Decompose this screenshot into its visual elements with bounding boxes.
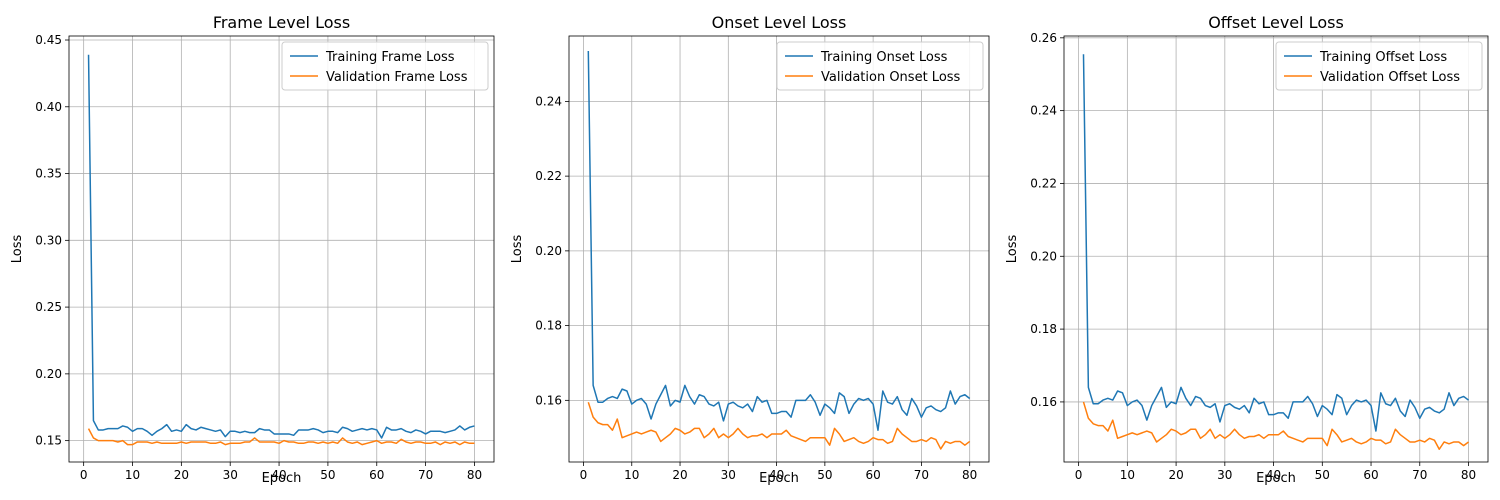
legend-label-training: Training Offset Loss [1319, 50, 1447, 65]
x-tick-label: 10 [125, 468, 140, 482]
x-axis-label: Epoch [262, 471, 302, 486]
series-line-validation [87, 428, 475, 446]
y-axis-label: Loss [10, 235, 25, 264]
axes-frame [1063, 35, 1489, 463]
y-axis-label: Loss [1005, 235, 1020, 264]
x-tick-label: 10 [1120, 468, 1135, 482]
y-tick-label: 0.20 [35, 367, 62, 381]
legend-box [281, 41, 489, 91]
legend-box [776, 41, 984, 91]
y-tick-label: 0.20 [535, 244, 562, 258]
axes-frame [68, 35, 495, 463]
axes-frame [568, 35, 990, 463]
y-tick-label: 0.45 [35, 33, 62, 47]
x-tick-label: 60 [865, 468, 880, 482]
x-tick-label: 60 [369, 468, 384, 482]
x-tick-label: 20 [672, 468, 687, 482]
y-tick-label: 0.22 [1030, 176, 1057, 190]
series-line-training [587, 50, 971, 431]
x-tick-label: 80 [467, 468, 482, 482]
y-axis-label: Loss [510, 235, 525, 264]
x-tick-label: 60 [1363, 468, 1378, 482]
x-axis-label: Epoch [1256, 471, 1296, 486]
legend-label-validation: Validation Onset Loss [821, 70, 961, 85]
x-tick-label: 0 [580, 468, 588, 482]
x-tick-label: 70 [914, 468, 929, 482]
frame-loss-chart: 0 10 20 30 40 50 60 70 80 0.15 0.20 0.25 0.30 0.35 0.4… [10, 13, 495, 486]
series-line-validation [1082, 401, 1469, 451]
legend-label-validation: Validation Offset Loss [1320, 70, 1460, 85]
y-tick-label: 0.24 [535, 94, 562, 108]
legend: Training Onset Loss Validation Onset Loss [776, 41, 984, 91]
legend-label-validation: Validation Frame Loss [326, 70, 468, 85]
y-tick-label: 0.18 [1030, 322, 1057, 336]
chart-title: Onset Level Loss [712, 13, 847, 32]
x-tick-label: 10 [624, 468, 639, 482]
x-tick-label: 80 [1461, 468, 1476, 482]
x-tick-label: 80 [962, 468, 977, 482]
x-tick-label: 70 [1412, 468, 1427, 482]
y-tick-label: 0.25 [35, 300, 62, 314]
x-axis-label: Epoch [759, 471, 799, 486]
x-tick-label: 20 [1168, 468, 1183, 482]
series-line-training [87, 54, 475, 439]
y-tick-label: 0.30 [35, 233, 62, 247]
x-tick-label: 30 [1217, 468, 1232, 482]
legend: Training Offset Loss Validation Offset Lo… [1275, 41, 1483, 91]
x-tick-label: 40 [271, 468, 286, 482]
y-tick-label: 0.20 [1030, 249, 1057, 263]
x-tick-label: 50 [1315, 468, 1330, 482]
x-tick-label: 0 [80, 468, 88, 482]
series-line-validation [587, 401, 971, 450]
legend-box [1275, 41, 1483, 91]
y-tick-label: 0.26 [1030, 31, 1057, 45]
y-tick-label: 0.16 [535, 393, 562, 407]
y-tick-label: 0.18 [535, 319, 562, 333]
y-tick-label: 0.16 [1030, 395, 1057, 409]
x-tick-label: 30 [721, 468, 736, 482]
y-tick-label: 0.15 [35, 434, 62, 448]
x-tick-label: 20 [174, 468, 189, 482]
x-tick-label: 40 [1266, 468, 1281, 482]
x-tick-label: 50 [320, 468, 335, 482]
y-tick-label: 0.22 [535, 169, 562, 183]
x-tick-label: 0 [1075, 468, 1083, 482]
onset-loss-chart: 0 10 20 30 40 50 60 70 80 0.16 0.18 0.20 0.22 0.24 Ons… [510, 13, 990, 486]
legend: Training Frame Loss Validation Frame Loss [281, 41, 489, 91]
y-tick-label: 0.40 [35, 100, 62, 114]
x-tick-label: 50 [817, 468, 832, 482]
x-tick-label: 30 [223, 468, 238, 482]
y-tick-label: 0.35 [35, 167, 62, 181]
x-tick-label: 70 [418, 468, 433, 482]
legend-label-training: Training Frame Loss [325, 50, 455, 65]
x-tick-label: 40 [769, 468, 784, 482]
chart-title: Offset Level Loss [1208, 13, 1344, 32]
chart-title: Frame Level Loss [213, 13, 350, 32]
legend-label-training: Training Onset Loss [820, 50, 948, 65]
series-line-training [1082, 54, 1469, 432]
offset-loss-chart: 0 10 20 30 40 50 60 70 80 0.16 0.18 0.20 0.22 0.24 0.2… [1005, 13, 1489, 486]
y-tick-label: 0.24 [1030, 104, 1057, 118]
